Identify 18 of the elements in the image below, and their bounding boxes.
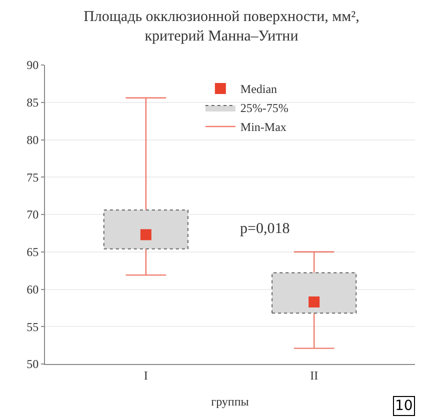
chart-title: Площадь окклюзионной поверхности, мм², критерий Манна–Уитни <box>84 8 360 44</box>
legend-label: 25%-75% <box>240 101 288 116</box>
y-tick-label: 70 <box>26 208 39 222</box>
y-tick-label: 65 <box>26 245 39 260</box>
x-axis-title: группы <box>211 394 249 408</box>
x-tick-label: I <box>144 368 148 382</box>
annotation: p=0,018 <box>240 221 290 237</box>
text: 10 <box>395 398 413 414</box>
y-tick-label: 60 <box>26 282 39 296</box>
x-tick-label: II <box>310 368 318 382</box>
y-tick-label: 90 <box>26 58 39 72</box>
y-tick-label: 75 <box>26 170 39 184</box>
y-tick-label: 50 <box>26 357 39 372</box>
y-tick-label: 85 <box>26 96 39 110</box>
legend-label: Median <box>240 82 278 96</box>
y-tick-label: 80 <box>26 132 39 147</box>
y-tick-label: 55 <box>26 320 39 334</box>
annotation: Min-Max <box>240 120 286 134</box>
